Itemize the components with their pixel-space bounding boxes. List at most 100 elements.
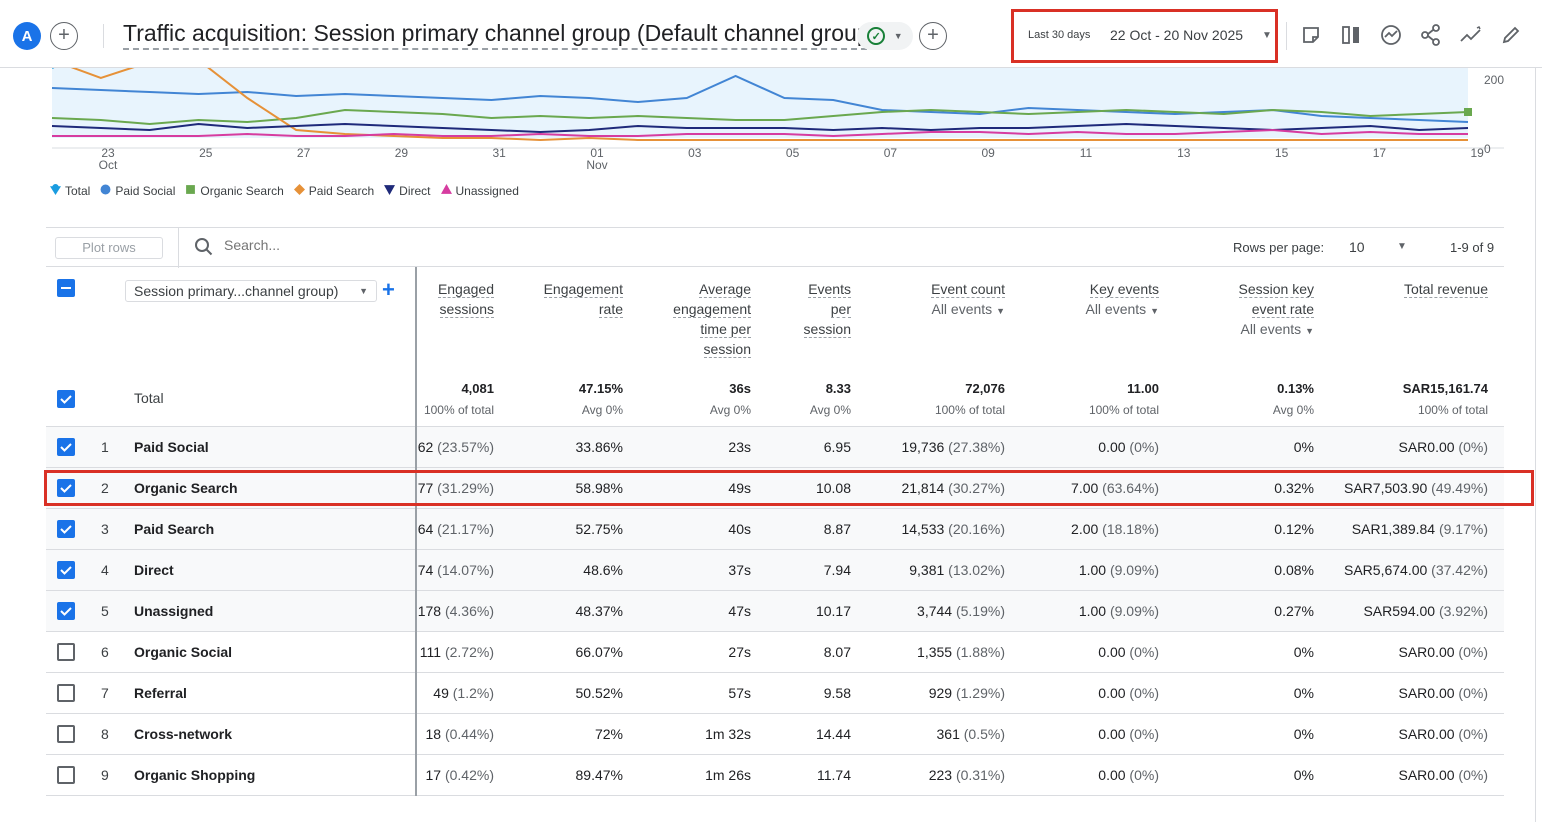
- metric-cell: SAR594.00 (3.92%): [1363, 603, 1488, 619]
- metric-header[interactable]: Engagement rate: [543, 281, 623, 318]
- metric-header[interactable]: Session key event rate All events ▼: [1238, 281, 1314, 337]
- rows-per-page-select[interactable]: 10: [1349, 239, 1365, 255]
- trend-icon[interactable]: [1458, 22, 1484, 48]
- legend-item-paid-search[interactable]: Paid Search: [293, 184, 374, 198]
- total-value: 4,081: [461, 381, 494, 396]
- metric-cell: SAR0.00 (0%): [1398, 685, 1489, 701]
- chevron-down-icon[interactable]: ▼: [996, 306, 1005, 316]
- row-index: 4: [101, 562, 109, 578]
- metric-cell: SAR0.00 (0%): [1398, 439, 1489, 455]
- table-row[interactable]: 6 Organic Social 111 (2.72%) 66.07% 27s 8.07 1…: [46, 632, 1504, 673]
- pencil-icon[interactable]: [1498, 22, 1524, 48]
- table-row[interactable]: 4 Direct 74 (14.07%) 48.6% 37s 7.94 9,381 (13.…: [46, 550, 1504, 591]
- table-row[interactable]: 9 Organic Shopping 17 (0.42%) 89.47% 1m 26s 1…: [46, 755, 1504, 796]
- row-checkbox[interactable]: [57, 520, 75, 538]
- metric-cell: 0.00 (0%): [1098, 439, 1159, 455]
- metric-header[interactable]: Key events All events ▼: [1085, 281, 1159, 317]
- row-checkbox[interactable]: [57, 766, 75, 784]
- metric-cell: 6.95: [823, 439, 851, 455]
- x-tick-label: 13: [1177, 146, 1191, 160]
- table-row[interactable]: 5 Unassigned 178 (4.36%) 48.37% 47s 10.17 3,74…: [46, 591, 1504, 632]
- table-row[interactable]: 1 Paid Social 62 (23.57%) 33.86% 23s 6.95 19,7…: [46, 427, 1504, 468]
- x-tick-label: 29: [394, 146, 409, 160]
- add-icon[interactable]: +: [50, 22, 78, 50]
- x-tick-label: 31: [492, 146, 506, 160]
- total-subtext: Avg 0%: [809, 403, 851, 417]
- add-dimension-icon[interactable]: +: [382, 277, 395, 302]
- metric-cell: 14.44: [815, 726, 851, 742]
- metric-cell: 18 (0.44%): [425, 726, 495, 742]
- chart-svg: [51, 53, 1504, 149]
- dimension-select[interactable]: Session primary...channel group) ▼: [125, 280, 377, 302]
- metric-cell: 361 (0.5%): [936, 726, 1005, 742]
- metric-header[interactable]: Event count All events ▼: [931, 281, 1005, 317]
- total-row-checkbox[interactable]: [57, 390, 75, 408]
- data-table: Session primary...channel group) ▼ + Tot…: [46, 267, 1504, 796]
- edit-report-icon[interactable]: [1298, 22, 1324, 48]
- metric-cell: 50.52%: [575, 685, 623, 701]
- x-tick-label: 25: [199, 146, 213, 160]
- channel-name: Organic Social: [134, 644, 233, 660]
- channel-name: Paid Social: [134, 439, 209, 455]
- metric-header[interactable]: Events per session: [803, 281, 851, 338]
- series-line-paid-social: [51, 74, 1469, 123]
- report-header: A + Traffic acquisition: Session primary…: [0, 0, 1542, 68]
- x-tick-label: 23 Oct: [98, 146, 118, 172]
- metric-header[interactable]: Total revenue: [1403, 281, 1488, 298]
- account-avatar[interactable]: A: [13, 22, 41, 50]
- metric-cell: 57s: [728, 685, 751, 701]
- table-row[interactable]: 3 Paid Search 64 (21.17%) 52.75% 40s 8.87 14,5…: [46, 509, 1504, 550]
- total-subtext: Avg 0%: [1272, 403, 1314, 417]
- row-checkbox[interactable]: [57, 684, 75, 702]
- page-title[interactable]: Traffic acquisition: Session primary cha…: [123, 20, 878, 50]
- row-checkbox[interactable]: [57, 438, 75, 456]
- row-checkbox[interactable]: [57, 602, 75, 620]
- share-icon[interactable]: [1418, 22, 1444, 48]
- dimension-select-label: Session primary...channel group): [134, 283, 339, 299]
- metric-cell: 8.07: [823, 644, 851, 660]
- triangle-down-marker-icon: [384, 184, 396, 198]
- metric-cell: 178 (4.36%): [417, 603, 494, 619]
- chevron-down-icon[interactable]: ▼: [1150, 306, 1159, 316]
- square-marker-icon: [185, 184, 196, 198]
- chevron-down-icon[interactable]: ▼: [1305, 326, 1314, 336]
- table-row[interactable]: 2 Organic Search 77 (31.29%) 58.98% 49s 10.08…: [46, 468, 1504, 509]
- metric-header[interactable]: Engaged sessions: [437, 281, 494, 318]
- insights-icon[interactable]: [1378, 22, 1404, 48]
- plot-rows-button[interactable]: Plot rows: [55, 237, 163, 259]
- date-preset-label[interactable]: Last 30 days: [1028, 29, 1091, 41]
- total-value: 8.33: [825, 381, 851, 396]
- legend-label: Total: [65, 184, 91, 198]
- select-all-checkbox[interactable]: [57, 279, 75, 297]
- metric-cell: SAR5,674.00 (37.42%): [1344, 562, 1488, 578]
- compare-icon[interactable]: [1338, 22, 1364, 48]
- metric-cell: 0.00 (0%): [1098, 685, 1159, 701]
- metric-cell: 10.08: [815, 480, 851, 496]
- metric-cell: 66.07%: [575, 644, 623, 660]
- legend-item-direct[interactable]: Direct: [384, 184, 431, 198]
- chevron-down-icon[interactable]: ▼: [1397, 241, 1407, 252]
- metric-cell: 1.00 (9.09%): [1078, 562, 1159, 578]
- table-row[interactable]: 7 Referral 49 (1.2%) 50.52% 57s 9.58 929 (1.29…: [46, 673, 1504, 714]
- legend-item-organic-search[interactable]: Organic Search: [185, 184, 284, 198]
- date-range-value[interactable]: 22 Oct - 20 Nov 2025: [1110, 27, 1244, 43]
- legend-item-total[interactable]: Total: [50, 184, 90, 198]
- row-checkbox[interactable]: [57, 561, 75, 579]
- total-subtext: 100% of total: [423, 403, 494, 417]
- row-checkbox[interactable]: [57, 643, 75, 661]
- chevron-down-icon[interactable]: ▼: [1262, 30, 1272, 41]
- metric-header[interactable]: Average engagement time per session: [673, 281, 751, 358]
- table-row[interactable]: 8 Cross-network 18 (0.44%) 72% 1m 32s 14.44 36…: [46, 714, 1504, 755]
- legend-item-unassigned[interactable]: Unassigned: [440, 184, 519, 198]
- metric-cell: 7.00 (63.64%): [1071, 480, 1159, 496]
- x-tick-label: 19: [1470, 146, 1484, 160]
- x-tick-label: 09: [981, 146, 995, 160]
- row-checkbox[interactable]: [57, 725, 75, 743]
- report-status-dropdown[interactable]: ✓ ▼: [857, 22, 913, 50]
- add-comparison-icon[interactable]: +: [919, 22, 947, 50]
- row-checkbox[interactable]: [57, 479, 75, 497]
- x-tick-label: 27: [296, 146, 311, 160]
- legend-item-paid-social[interactable]: Paid Social: [100, 184, 175, 198]
- search-input[interactable]: [224, 237, 524, 253]
- search-icon: [194, 237, 214, 262]
